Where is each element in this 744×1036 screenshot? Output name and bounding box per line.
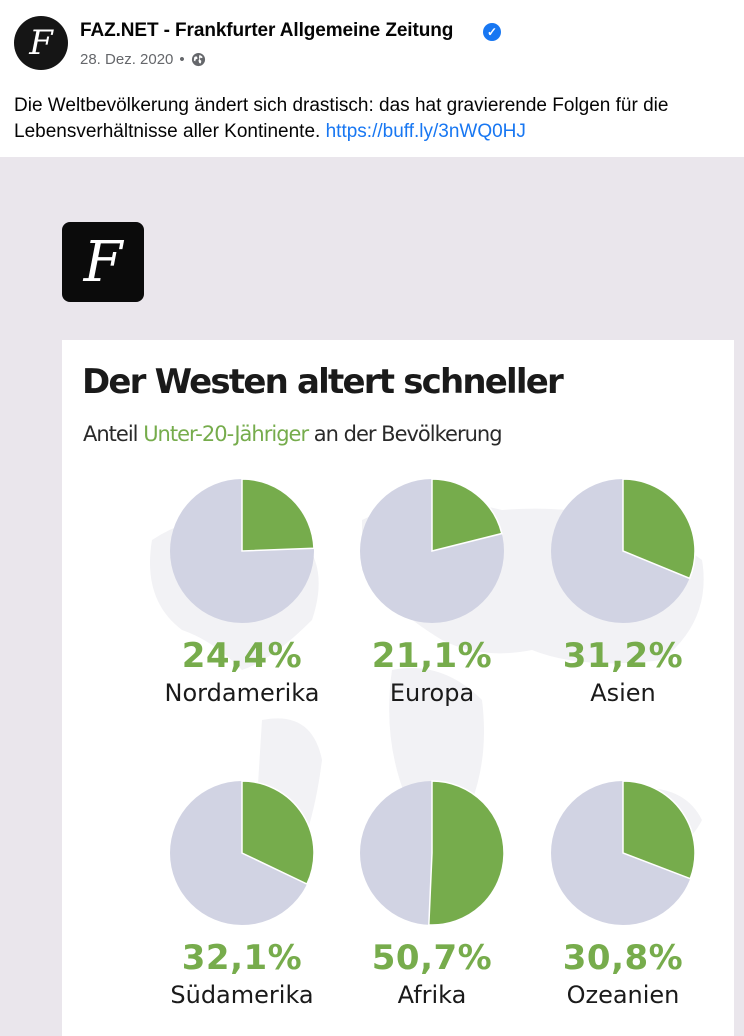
pie-chart: [551, 780, 696, 925]
pie-value-label: 50,7%: [371, 938, 493, 978]
pie-chart: [170, 478, 315, 623]
globe-icon[interactable]: [191, 52, 206, 67]
pie-continent-label: Ozeanien: [566, 981, 680, 1009]
pie-slice-share: [431, 478, 503, 552]
pie-continent-label: Afrika: [397, 981, 467, 1009]
pie-slice-share: [241, 478, 315, 552]
pie-item-afrika: 50,7% Afrika: [337, 780, 527, 1020]
subtitle-suffix: an der Bevölkerung: [308, 422, 503, 446]
post-text: Die Weltbevölkerung ändert sich drastisc…: [14, 93, 736, 145]
post-header: F FAZ.NET - Frankfurter Allgemeine Zeitu…: [0, 0, 744, 84]
pie-item-europa: 21,1% Europa: [337, 478, 527, 718]
page-avatar[interactable]: F: [14, 16, 68, 70]
post-link[interactable]: https://buff.ly/3nWQ0HJ: [325, 121, 526, 142]
page-name[interactable]: FAZ.NET - Frankfurter Allgemeine Zeitung: [80, 20, 454, 41]
pie-item-asien: 31,2% Asien: [528, 478, 718, 718]
pie-value-label: 21,1%: [371, 636, 493, 676]
pie-item-nordamerika: 24,4% Nordamerika: [147, 478, 337, 718]
pie-continent-label: Europa: [389, 679, 475, 707]
post-message: Die Weltbevölkerung ändert sich drastisc…: [14, 95, 669, 142]
pie-continent-label: Südamerika: [170, 981, 314, 1009]
pie-slice-share: [622, 780, 696, 880]
post-image[interactable]: F Der Westen altert schneller Anteil Unt…: [0, 157, 744, 1036]
pie-continent-label: Asien: [590, 679, 656, 707]
pie-slice-share: [241, 780, 315, 886]
pie-value-label: 24,4%: [181, 636, 303, 676]
pie-value-label: 30,8%: [562, 938, 684, 978]
chart-subtitle: Anteil Unter-20-Jähriger an der Bevölker…: [83, 422, 503, 446]
post-meta: 28. Dez. 2020 •: [80, 51, 206, 68]
pie-item-ozeanien: 30,8% Ozeanien: [528, 780, 718, 1020]
meta-separator: •: [179, 51, 185, 68]
subtitle-prefix: Anteil: [83, 422, 144, 446]
infographic-card: Der Westen altert schneller Anteil Unter…: [62, 340, 734, 1036]
subtitle-highlight: Unter-20-Jähriger: [143, 422, 309, 446]
pie-chart: [170, 780, 315, 925]
pie-chart: [551, 478, 696, 623]
pie-continent-label: Nordamerika: [164, 679, 320, 707]
pie-item-südamerika: 32,1% Südamerika: [147, 780, 337, 1020]
pie-slice-share: [622, 478, 696, 580]
pie-chart: [360, 478, 504, 623]
verified-badge-icon: ✓: [483, 23, 501, 41]
pie-value-label: 31,2%: [562, 636, 684, 676]
chart-title: Der Westen altert schneller: [82, 362, 564, 402]
post-date[interactable]: 28. Dez. 2020: [80, 51, 174, 68]
pie-chart: [360, 780, 505, 926]
faz-logo: F: [62, 222, 144, 302]
pie-slice-share: [428, 780, 505, 926]
pie-value-label: 32,1%: [181, 938, 303, 978]
